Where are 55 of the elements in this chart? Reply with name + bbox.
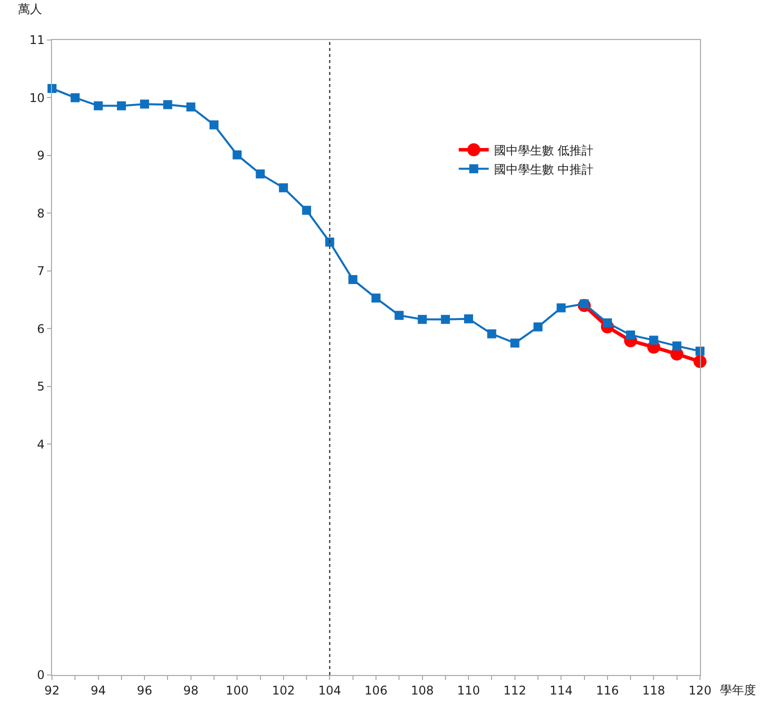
y-tick-label: 8 xyxy=(36,206,45,220)
point xyxy=(94,101,103,110)
y-tick-label: 0 xyxy=(36,668,45,682)
x-tick-label: 110 xyxy=(457,683,480,698)
x-tick-label: 100 xyxy=(226,683,249,698)
point xyxy=(440,314,450,324)
point xyxy=(325,238,334,247)
point xyxy=(232,150,242,160)
point xyxy=(510,338,520,348)
x-tick-label: 108 xyxy=(410,683,434,698)
x-tick-label: 104 xyxy=(318,683,342,698)
y-tick-label: 7 xyxy=(36,264,45,278)
x-tick-label: 102 xyxy=(272,683,295,698)
point xyxy=(116,101,126,110)
x-tick-label: 96 xyxy=(136,683,152,698)
x-tick-label: 94 xyxy=(90,683,106,698)
x-tick-label: 114 xyxy=(550,683,573,698)
x-tick-label: 106 xyxy=(364,683,388,698)
point xyxy=(487,329,496,338)
point xyxy=(694,355,706,368)
y-tick-label: 5 xyxy=(36,380,45,394)
y-tick-label: 11 xyxy=(29,33,45,48)
point xyxy=(140,100,150,109)
legend-label: 國中學生數 中推計 xyxy=(494,162,594,176)
point xyxy=(626,330,636,340)
point xyxy=(256,169,265,178)
x-tick-label: 112 xyxy=(503,683,526,698)
y-tick-label: 4 xyxy=(36,437,45,452)
point xyxy=(210,120,218,130)
legend-label: 國中學生數 低推計 xyxy=(494,143,594,158)
point xyxy=(302,206,312,215)
point xyxy=(394,310,404,320)
point xyxy=(602,318,612,328)
y-tick-label: 9 xyxy=(36,148,45,163)
point xyxy=(418,314,427,324)
point xyxy=(348,275,358,284)
x-tick-label: 118 xyxy=(642,683,666,698)
point xyxy=(70,93,80,102)
point xyxy=(372,294,380,303)
x-tick-label: 116 xyxy=(596,683,619,698)
y-tick-label: 6 xyxy=(36,322,45,336)
x-tick-label: 120 xyxy=(688,683,712,698)
point xyxy=(672,341,682,350)
point xyxy=(278,183,288,192)
y-axis-title: 萬人 xyxy=(18,2,42,16)
point xyxy=(186,102,196,112)
x-axis-title: 學年度 xyxy=(720,683,756,697)
x-tick-label: 92 xyxy=(44,683,60,698)
x-tick-label: 98 xyxy=(183,683,198,698)
point xyxy=(534,322,542,332)
point xyxy=(649,336,658,345)
point xyxy=(163,100,172,110)
y-tick-label: 10 xyxy=(29,90,45,105)
point xyxy=(556,303,566,312)
point xyxy=(464,314,474,324)
